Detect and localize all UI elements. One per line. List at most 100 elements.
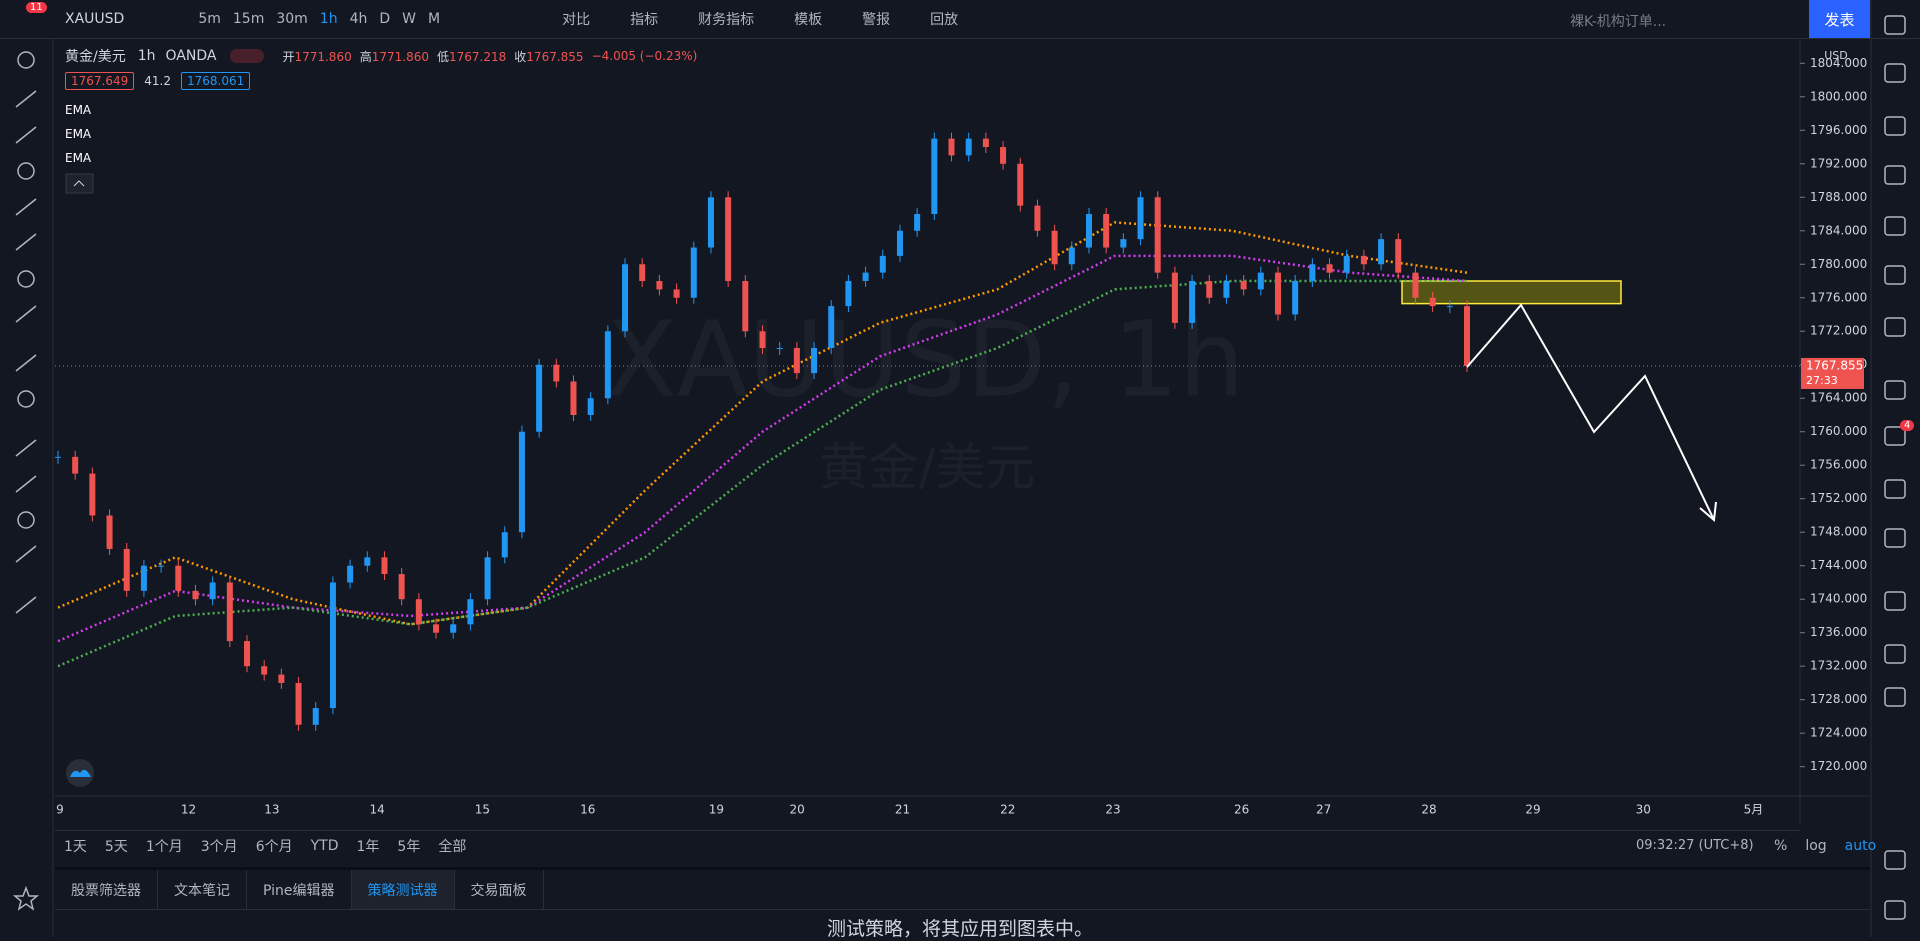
toolbar-button[interactable]: 回放: [930, 12, 959, 28]
indicator[interactable]: EMA: [65, 127, 92, 141]
tool-icon[interactable]: [15, 545, 37, 563]
x-tick-label: 12: [181, 803, 196, 817]
last-price-box: [1801, 357, 1864, 389]
range-button[interactable]: 1天: [64, 839, 87, 855]
tool-icon[interactable]: [15, 475, 37, 493]
range-button[interactable]: 5天: [104, 839, 128, 855]
tool-icon[interactable]: [15, 354, 37, 372]
x-tick-label: 22: [1000, 803, 1015, 817]
interval[interactable]: 4h: [349, 11, 368, 27]
indicator[interactable]: EMA: [65, 103, 92, 117]
change: −4.005 (−0.23%): [591, 49, 698, 63]
sidebar-icon[interactable]: [1884, 380, 1906, 400]
sidebar-icon[interactable]: [1884, 426, 1906, 446]
tab[interactable]: 交易面板: [455, 870, 544, 909]
y-tick-label: 1784.000: [1810, 223, 1867, 237]
ask[interactable]: 1768.061: [180, 72, 251, 90]
tool-icon[interactable]: [15, 439, 37, 457]
bottom-tabs: 股票筛选器 文本笔记 Pine编辑器 策略测试器 交易面板: [55, 867, 1870, 910]
toolbar-button[interactable]: 对比: [562, 12, 591, 28]
clock: 09:32:27 (UTC+8): [1636, 838, 1754, 853]
tool-icon[interactable]: [17, 390, 35, 408]
bid[interactable]: 1767.649: [65, 72, 135, 90]
sidebar-icon[interactable]: [1884, 591, 1906, 611]
publish-button[interactable]: 发表: [1809, 0, 1870, 38]
tab[interactable]: 股票筛选器: [55, 870, 158, 909]
scale-option[interactable]: auto: [1844, 838, 1877, 854]
sidebar-icon[interactable]: [1884, 687, 1906, 707]
interval[interactable]: M: [427, 11, 441, 27]
tab[interactable]: 策略测试器: [351, 870, 455, 909]
symbol[interactable]: XAUUSD: [65, 11, 125, 27]
tab[interactable]: 文本笔记: [158, 870, 247, 909]
sidebar-icon[interactable]: [1884, 165, 1906, 185]
y-tick-label: 1796.000: [1810, 123, 1867, 137]
range-button[interactable]: 6个月: [255, 839, 293, 855]
sidebar-icon[interactable]: [1884, 479, 1906, 499]
ohlc-value: 1771.860: [371, 49, 429, 64]
ohlc-item: 高1771.860: [360, 48, 433, 65]
x-tick-label: 21: [895, 803, 910, 817]
range-button[interactable]: 1年: [356, 839, 380, 855]
favorites-icon[interactable]: [12, 885, 40, 911]
ohlc-value: 1767.218: [449, 49, 507, 64]
interval[interactable]: W: [402, 11, 416, 27]
sidebar-icon[interactable]: [1884, 644, 1906, 664]
sidebar-icon[interactable]: [1884, 528, 1906, 548]
x-tick-label: 5月: [1744, 803, 1764, 817]
tool-icon[interactable]: [17, 51, 35, 69]
countdown: 27:33: [1806, 374, 1838, 387]
toolbar-button[interactable]: 指标: [630, 12, 659, 28]
legend-interval: 1h: [137, 48, 156, 64]
sidebar-icon[interactable]: [1884, 850, 1906, 870]
tool-icon[interactable]: [17, 162, 35, 180]
sidebar-icon[interactable]: [1884, 216, 1906, 236]
tool-icon[interactable]: [15, 90, 37, 108]
range-button[interactable]: YTD: [310, 838, 339, 854]
sidebar-icon[interactable]: [1884, 116, 1906, 136]
interval-list: 5m 15m 30m 1h 4h D W M: [198, 11, 452, 27]
watermark-sub: 黄金/美元: [819, 439, 1036, 497]
range-button[interactable]: 全部: [438, 839, 467, 855]
drawn-arrow: [1466, 303, 1715, 521]
x-tick-label: 19: [709, 803, 724, 817]
collapse-icon: [73, 180, 85, 187]
tool-icon[interactable]: [15, 126, 37, 144]
layout-name[interactable]: 裸K-机构订单...: [1570, 14, 1667, 30]
scale-option[interactable]: log: [1805, 838, 1827, 854]
y-tick-label: 1776.000: [1810, 290, 1867, 304]
tool-icon[interactable]: [15, 596, 37, 614]
indicator[interactable]: EMA: [65, 151, 92, 165]
tool-icon[interactable]: [15, 198, 37, 216]
interval[interactable]: 30m: [276, 11, 308, 27]
sidebar-icon[interactable]: [1884, 15, 1906, 35]
y-tick-label: 1764.000: [1810, 391, 1867, 405]
interval[interactable]: 1h: [319, 11, 338, 27]
sidebar-icon[interactable]: [1884, 900, 1906, 920]
toolbar-button[interactable]: 警报: [862, 12, 891, 28]
sidebar-icon[interactable]: [1884, 317, 1906, 337]
interval[interactable]: D: [379, 11, 391, 27]
range-button[interactable]: 3个月: [200, 839, 238, 855]
range-list: 1天 5天 1个月 3个月 6个月 YTD 1年 5年 全部: [55, 836, 475, 856]
interval[interactable]: 5m: [198, 11, 221, 27]
scale-option[interactable]: %: [1774, 838, 1788, 854]
collapse-button[interactable]: [65, 173, 94, 194]
range-button[interactable]: 1个月: [145, 839, 183, 855]
sidebar-icon[interactable]: [1884, 265, 1906, 285]
tool-icon[interactable]: [17, 511, 35, 529]
sidebar-icon[interactable]: [1884, 63, 1906, 83]
y-tick-label: 1800.000: [1810, 89, 1867, 103]
legend: 黄金/美元 1h OANDA 开1771.860 高1771.860 低1767.2…: [65, 46, 697, 66]
instrument-name: 黄金/美元: [65, 49, 126, 65]
tab[interactable]: Pine编辑器: [247, 870, 352, 909]
toolbar-button[interactable]: 模板: [794, 12, 823, 28]
market-status: [230, 49, 265, 63]
toolbar-button[interactable]: 财务指标: [698, 12, 755, 28]
range-bar: 1天 5天 1个月 3个月 6个月 YTD 1年 5年 全部 09:32:27 (UTC+8) …: [55, 830, 1876, 861]
range-button[interactable]: 5年: [397, 839, 421, 855]
tool-icon[interactable]: [15, 305, 37, 323]
interval[interactable]: 15m: [232, 11, 265, 27]
tool-icon[interactable]: [15, 233, 37, 251]
tool-icon[interactable]: [17, 270, 35, 288]
